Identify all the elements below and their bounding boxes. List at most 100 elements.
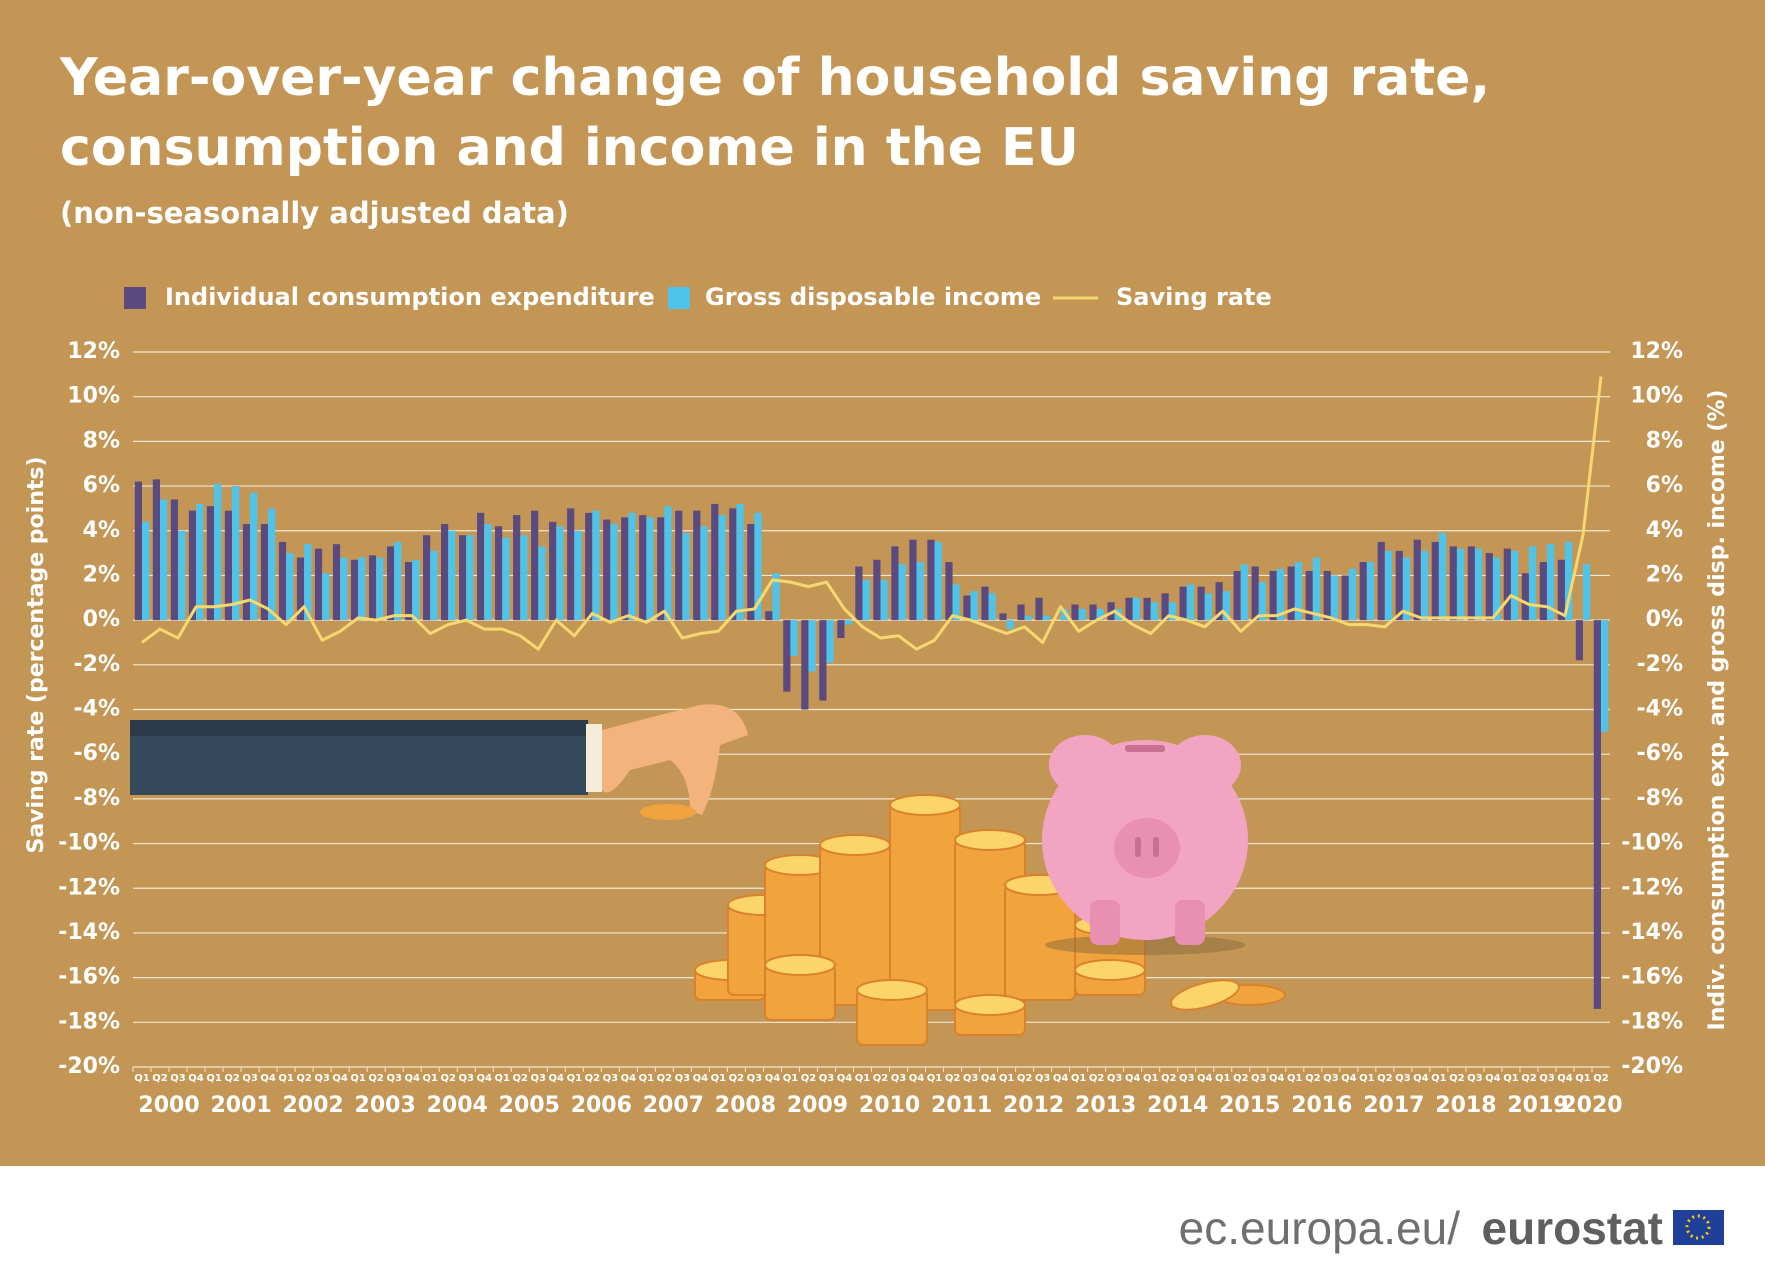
legend-swatch bbox=[668, 287, 690, 309]
year-label: 2016 bbox=[1291, 1093, 1352, 1118]
y-tick-label: -16% bbox=[58, 965, 120, 990]
bar bbox=[520, 535, 528, 621]
x-tick-label: Q2 bbox=[1305, 1073, 1321, 1084]
bar bbox=[1402, 557, 1411, 621]
x-tick-label: Q4 bbox=[188, 1073, 204, 1084]
bar bbox=[376, 557, 384, 621]
x-tick-label: Q2 bbox=[1377, 1073, 1393, 1084]
bar bbox=[628, 512, 636, 621]
bar bbox=[1269, 570, 1277, 621]
bar bbox=[459, 535, 467, 621]
bar bbox=[639, 515, 647, 621]
y-tick-label: 8% bbox=[83, 428, 120, 453]
year-label: 2008 bbox=[715, 1093, 776, 1118]
bar bbox=[538, 546, 546, 621]
bar bbox=[772, 573, 780, 621]
x-tick-label: Q2 bbox=[224, 1073, 240, 1084]
x-tick-label: Q2 bbox=[1089, 1073, 1105, 1084]
bar bbox=[909, 539, 917, 621]
y-tick-label: 2% bbox=[83, 562, 120, 587]
x-tick-label: Q3 bbox=[747, 1073, 763, 1084]
bar bbox=[1096, 608, 1104, 621]
x-tick-label: Q4 bbox=[1269, 1073, 1285, 1084]
x-tick-label: Q4 bbox=[621, 1073, 637, 1084]
bar bbox=[1233, 570, 1241, 621]
bar bbox=[250, 492, 258, 621]
x-tick-label: Q3 bbox=[458, 1073, 474, 1084]
bar bbox=[862, 579, 870, 621]
x-tick-label: Q2 bbox=[801, 1073, 817, 1084]
x-tick-label: Q4 bbox=[549, 1073, 565, 1084]
y2-tick-label: 6% bbox=[1646, 473, 1683, 498]
bar bbox=[196, 503, 204, 621]
x-tick-label: Q3 bbox=[386, 1073, 402, 1084]
bar bbox=[224, 510, 233, 621]
bar bbox=[927, 539, 935, 621]
x-tick-label: Q3 bbox=[675, 1073, 691, 1084]
bar bbox=[268, 508, 276, 621]
illustration bbox=[130, 704, 1286, 1046]
y-tick-label: -6% bbox=[74, 741, 120, 766]
x-tick-label: Q1 bbox=[999, 1073, 1015, 1084]
x-tick-label: Q3 bbox=[1467, 1073, 1483, 1084]
x-tick-label: Q2 bbox=[152, 1073, 168, 1084]
bar bbox=[232, 486, 240, 621]
footer-background bbox=[0, 1166, 1765, 1287]
bar bbox=[808, 620, 816, 672]
x-tick-label: Q4 bbox=[1341, 1073, 1357, 1084]
x-tick-label: Q4 bbox=[1413, 1073, 1429, 1084]
bar bbox=[412, 559, 420, 621]
year-label: 2004 bbox=[427, 1093, 488, 1118]
x-tick-label: Q2 bbox=[1593, 1073, 1609, 1084]
bar bbox=[1215, 582, 1223, 621]
bar bbox=[1006, 620, 1014, 630]
bar bbox=[1294, 562, 1302, 621]
bar bbox=[603, 519, 611, 621]
bar bbox=[844, 620, 852, 625]
x-tick-label: Q2 bbox=[1017, 1073, 1033, 1084]
y2-tick-label: -4% bbox=[1637, 697, 1683, 722]
bar bbox=[790, 620, 798, 656]
x-tick-label: Q4 bbox=[260, 1073, 276, 1084]
x-tick-label: Q1 bbox=[206, 1073, 222, 1084]
x-tick-label: Q2 bbox=[585, 1073, 601, 1084]
bar bbox=[502, 537, 510, 621]
x-tick-label: Q2 bbox=[657, 1073, 673, 1084]
bar bbox=[549, 521, 557, 621]
bar bbox=[1258, 582, 1266, 621]
x-tick-label: Q2 bbox=[729, 1073, 745, 1084]
x-tick-label: Q1 bbox=[278, 1073, 294, 1084]
x-tick-label: Q1 bbox=[1143, 1073, 1159, 1084]
bar bbox=[1413, 539, 1421, 621]
bar bbox=[1521, 573, 1529, 621]
x-tick-label: Q3 bbox=[1107, 1073, 1123, 1084]
bar bbox=[1024, 615, 1032, 621]
bar bbox=[170, 499, 179, 621]
y-tick-label: 12% bbox=[67, 339, 120, 364]
x-tick-label: Q4 bbox=[693, 1073, 709, 1084]
x-tick-label: Q1 bbox=[927, 1073, 943, 1084]
legend: Individual consumption expenditure Gross… bbox=[124, 283, 1272, 311]
x-tick-label: Q2 bbox=[368, 1073, 384, 1084]
x-tick-label: Q1 bbox=[350, 1073, 366, 1084]
bar bbox=[880, 579, 888, 621]
bar bbox=[621, 517, 629, 621]
plot bbox=[134, 376, 1609, 1009]
x-tick-label: Q4 bbox=[404, 1073, 420, 1084]
bar bbox=[134, 481, 143, 621]
bar bbox=[963, 595, 971, 621]
bar bbox=[1449, 546, 1457, 621]
footer-site: ec.europa.eu/ bbox=[1179, 1202, 1461, 1254]
x-tick-label: Q4 bbox=[477, 1073, 493, 1084]
x-tick-label: Q4 bbox=[1125, 1073, 1141, 1084]
bar bbox=[1510, 550, 1519, 621]
bar bbox=[819, 620, 827, 701]
bar bbox=[1240, 564, 1248, 621]
bar bbox=[495, 526, 503, 621]
bar bbox=[368, 555, 377, 621]
x-tick-label: Q3 bbox=[603, 1073, 619, 1084]
y-tick-label: -10% bbox=[58, 831, 120, 856]
x-tick-label: Q3 bbox=[963, 1073, 979, 1084]
bar bbox=[142, 521, 150, 621]
